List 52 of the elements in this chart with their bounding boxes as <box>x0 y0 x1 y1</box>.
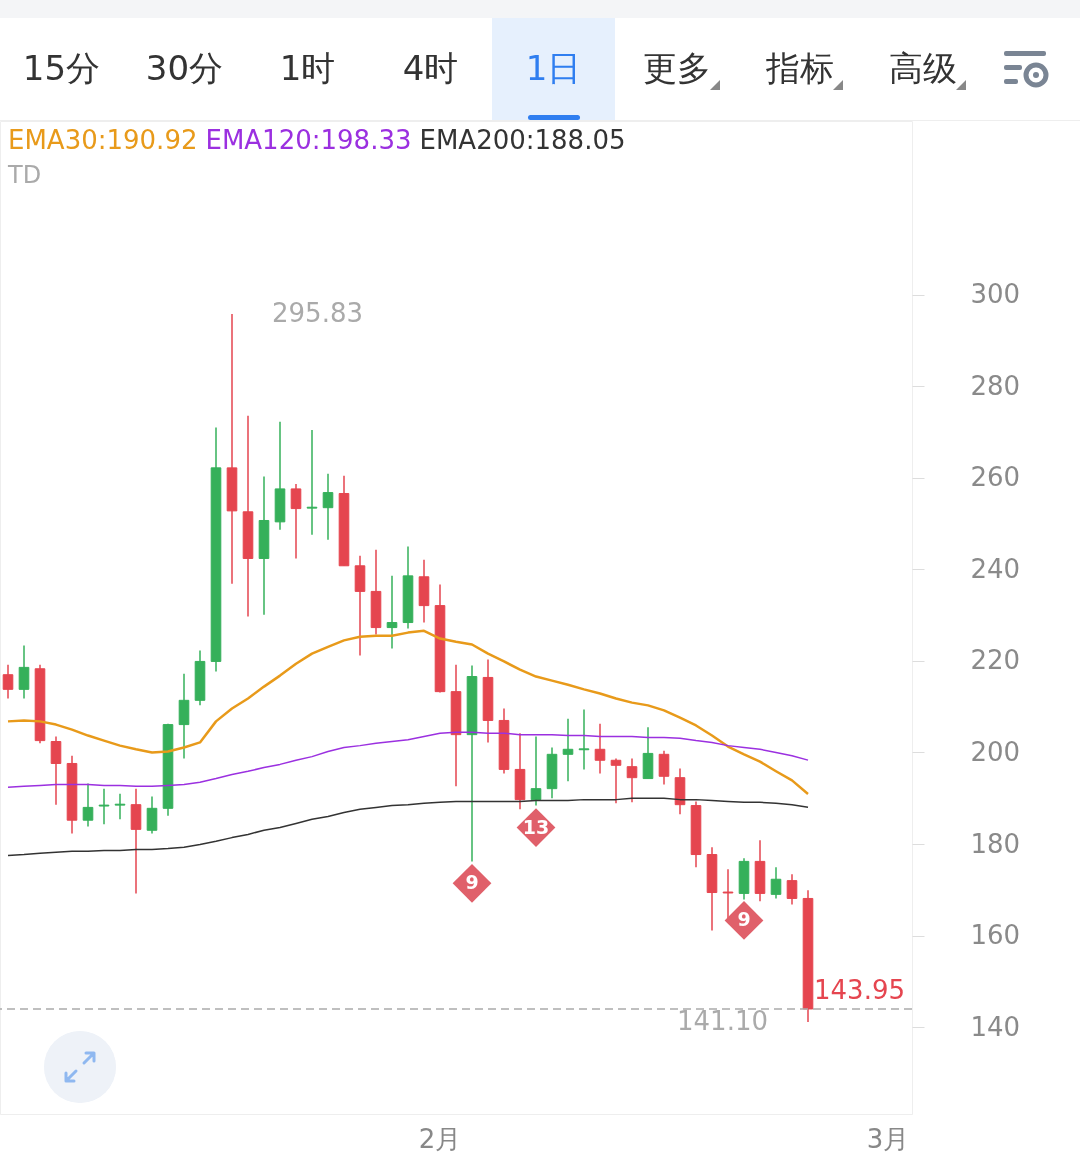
text: 指标 <box>765 47 834 90</box>
x-tick-label: 3月 <box>866 1123 910 1154</box>
candlestick <box>770 866 782 900</box>
candlestick <box>562 717 574 783</box>
y-tick-label: 160 <box>970 920 1021 951</box>
text: 4时 <box>402 47 459 90</box>
annotation: 9 <box>465 871 479 894</box>
text: 1日 <box>525 47 582 90</box>
text: EMA30:190.92 <box>8 125 198 155</box>
ref-line-label: 143.95 <box>814 974 905 1005</box>
y-tick-label: 260 <box>970 462 1021 493</box>
candlestick <box>18 644 30 700</box>
candlestick <box>290 483 302 560</box>
candlestick <box>594 722 606 775</box>
candlestick <box>82 782 94 828</box>
y-tick-label: 280 <box>970 370 1021 401</box>
line-series <box>7 731 809 789</box>
text: 高级 <box>888 47 957 90</box>
candlestick <box>610 757 622 805</box>
candlestick <box>114 792 126 821</box>
y-tick-label: 180 <box>970 828 1021 859</box>
annotation: 9 <box>737 908 751 931</box>
candlestick <box>626 757 638 804</box>
y-tick-label: 220 <box>970 645 1021 676</box>
text: 更多 <box>642 47 711 90</box>
line-series <box>6 629 810 796</box>
annotation: 295.83 <box>272 297 363 328</box>
candlestick <box>386 575 398 650</box>
text: 30分 <box>145 47 224 90</box>
text: EMA120:198.33 <box>205 125 412 155</box>
y-tick-label: 140 <box>970 1011 1021 1042</box>
y-tick-label: 240 <box>970 553 1021 584</box>
candlestick <box>146 795 158 835</box>
candlestick <box>722 868 734 919</box>
text: 1时 <box>279 47 336 90</box>
text: 15分 <box>22 47 101 90</box>
annotation: TD <box>8 161 42 189</box>
candlestick <box>322 473 334 541</box>
candlestick <box>98 787 110 826</box>
candlestick <box>306 429 318 536</box>
annotation: 13 <box>522 815 550 838</box>
y-tick-label: 300 <box>970 279 1021 310</box>
candlestick <box>530 735 542 807</box>
candlestick <box>786 873 798 906</box>
x-tick-label: 2月 <box>418 1123 462 1154</box>
y-tick-label: 200 <box>970 736 1021 767</box>
candlestick <box>578 708 590 771</box>
text: EMA200:188.05 <box>419 125 626 155</box>
candlestick <box>50 735 62 806</box>
candlestick <box>2 663 14 700</box>
annotation: 141.10 <box>677 1006 768 1037</box>
candlestick <box>658 749 670 786</box>
